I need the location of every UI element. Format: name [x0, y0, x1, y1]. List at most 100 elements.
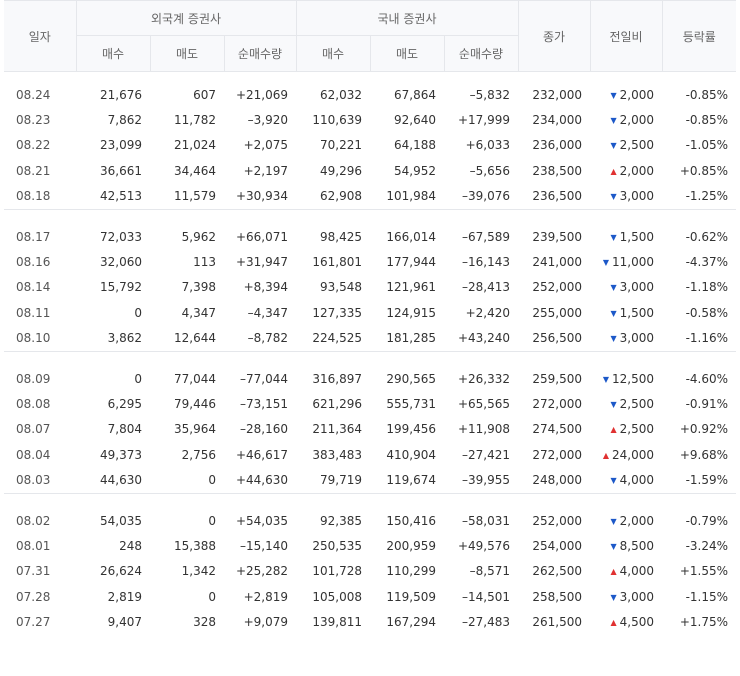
cell-domestic-net: –39,076 — [462, 189, 511, 204]
group-divider — [4, 492, 737, 508]
cell-date: 08.17 — [16, 229, 51, 244]
cell-close: 272,000 — [532, 396, 583, 411]
cell-date: 08.08 — [16, 396, 51, 411]
table-row: 08.16 32,060 113 +31,947 161,801 177,944 –16,1… — [4, 249, 736, 274]
cell-foreign-sell: 11,782 — [174, 113, 216, 128]
cell-change: ▼ 3,000 — [590, 275, 662, 300]
cell-change: ▼ 12,500 — [590, 366, 662, 391]
table-row: 07.27 9,407 328 +9,079 139,811 167,294 –27,483… — [4, 609, 736, 634]
cell-foreign-sell: 12,644 — [174, 331, 216, 346]
cell-foreign-net: –4,347 — [247, 305, 288, 320]
cell-foreign-sell: 34,464 — [174, 163, 216, 178]
triangle-down-icon: ▼ — [610, 141, 617, 151]
cell-foreign-sell: 2,756 — [181, 447, 216, 462]
cell-date: 08.09 — [16, 371, 51, 386]
cell-domestic-buy: 62,032 — [320, 87, 362, 102]
cell-domestic-buy: 62,908 — [320, 189, 362, 204]
cell-close: 255,000 — [532, 305, 583, 320]
table-row: 08.01 248 15,388 –15,140 250,535 200,959 +49,5… — [4, 533, 736, 558]
cell-change: ▼ 1,500 — [590, 224, 662, 249]
cell-domestic-sell: 555,731 — [386, 396, 436, 411]
cell-domestic-net: –5,832 — [469, 87, 511, 102]
cell-domestic-sell: 124,915 — [386, 305, 436, 320]
cell-foreign-net: +2,075 — [243, 138, 288, 153]
cell-foreign-net: +2,819 — [243, 589, 288, 604]
cell-date: 08.10 — [16, 331, 51, 346]
group-divider — [4, 208, 737, 224]
cell-foreign-buy: 26,624 — [100, 564, 142, 579]
change-value: 2,500 — [619, 138, 655, 153]
triangle-down-icon: ▼ — [610, 116, 617, 126]
cell-foreign-sell: 77,044 — [174, 371, 216, 386]
cell-foreign-buy: 3,862 — [107, 331, 142, 346]
cell-close: 236,500 — [532, 189, 583, 204]
cell-foreign-sell: 7,398 — [181, 280, 216, 295]
triangle-down-icon: ▼ — [610, 476, 617, 486]
cell-close: 234,000 — [532, 113, 583, 128]
header-domestic-brokers: 국내 증권사 — [295, 0, 519, 36]
cell-domestic-sell: 121,961 — [386, 280, 436, 295]
cell-foreign-net: –8,782 — [247, 331, 288, 346]
cell-change: ▼ 4,000 — [590, 467, 662, 493]
cell-change: ▼ 1,500 — [590, 300, 662, 325]
cell-change: ▼ 2,500 — [590, 133, 662, 158]
cell-domestic-sell: 177,944 — [386, 255, 436, 270]
cell-foreign-sell: 5,962 — [181, 229, 216, 244]
header-rate: 등락률 — [661, 0, 737, 72]
change-value: 2,000 — [619, 163, 655, 178]
cell-domestic-buy: 105,008 — [312, 589, 362, 604]
cell-domestic-sell: 167,294 — [386, 615, 436, 630]
cell-foreign-net: +21,069 — [235, 87, 288, 102]
header-foreign-brokers: 외국계 증권사 — [75, 0, 297, 36]
cell-change: ▲ 4,500 — [590, 609, 662, 634]
cell-foreign-net: +44,630 — [235, 473, 288, 488]
cell-foreign-net: –28,160 — [240, 422, 288, 437]
cell-foreign-sell: 607 — [193, 87, 216, 102]
cell-domestic-net: –67,589 — [462, 229, 511, 244]
cell-domestic-sell: 181,285 — [386, 331, 436, 346]
cell-foreign-buy: 248 — [119, 538, 142, 553]
cell-rate: -3.24% — [685, 538, 729, 553]
cell-date: 08.16 — [16, 255, 51, 270]
cell-date: 08.14 — [16, 280, 51, 295]
triangle-down-icon: ▼ — [610, 334, 617, 344]
cell-domestic-net: +26,332 — [457, 371, 511, 386]
triangle-down-icon: ▼ — [610, 283, 617, 293]
change-value: 3,000 — [619, 589, 655, 604]
cell-domestic-net: +65,565 — [457, 396, 511, 411]
table-row: 08.24 21,676 607 +21,069 62,032 67,864 –5,832 2… — [4, 82, 736, 107]
table-row: 08.02 54,035 0 +54,035 92,385 150,416 –58,031 2… — [4, 508, 736, 533]
triangle-down-icon: ▼ — [610, 541, 617, 551]
cell-close: 252,000 — [532, 280, 583, 295]
cell-domestic-buy: 110,639 — [312, 113, 362, 128]
cell-date: 08.02 — [16, 513, 51, 528]
cell-rate: +0.92% — [679, 422, 729, 437]
cell-rate: -0.58% — [685, 305, 729, 320]
triangle-up-icon: ▲ — [602, 450, 610, 460]
cell-foreign-buy: 49,373 — [100, 447, 142, 462]
cell-domestic-net: +11,908 — [457, 422, 511, 437]
cell-rate: +0.85% — [679, 163, 729, 178]
cell-close: 236,000 — [532, 138, 583, 153]
change-value: 3,000 — [619, 331, 655, 346]
change-value: 2,500 — [619, 396, 655, 411]
change-value: 2,000 — [619, 113, 655, 128]
change-value: 2,000 — [619, 513, 655, 528]
change-value: 2,500 — [619, 422, 655, 437]
cell-domestic-sell: 150,416 — [386, 513, 436, 528]
change-value: 3,000 — [619, 189, 655, 204]
cell-foreign-buy: 54,035 — [100, 513, 142, 528]
cell-domestic-sell: 64,188 — [394, 138, 436, 153]
cell-domestic-net: –58,031 — [462, 513, 511, 528]
cell-foreign-buy: 7,804 — [107, 422, 142, 437]
cell-close: 232,000 — [532, 87, 583, 102]
cell-domestic-net: +6,033 — [465, 138, 511, 153]
header-domestic-net: 순매수량 — [443, 35, 519, 72]
cell-domestic-sell: 119,509 — [386, 589, 436, 604]
table-row: 08.11 0 4,347 –4,347 127,335 124,915 +2,420 255… — [4, 300, 736, 325]
table-row: 08.08 6,295 79,446 –73,151 621,296 555,731 +65… — [4, 391, 736, 416]
cell-domestic-buy: 93,548 — [320, 280, 362, 295]
cell-foreign-buy: 2,819 — [107, 589, 142, 604]
change-value: 11,000 — [612, 255, 655, 270]
cell-change: ▼ 2,000 — [590, 82, 662, 107]
